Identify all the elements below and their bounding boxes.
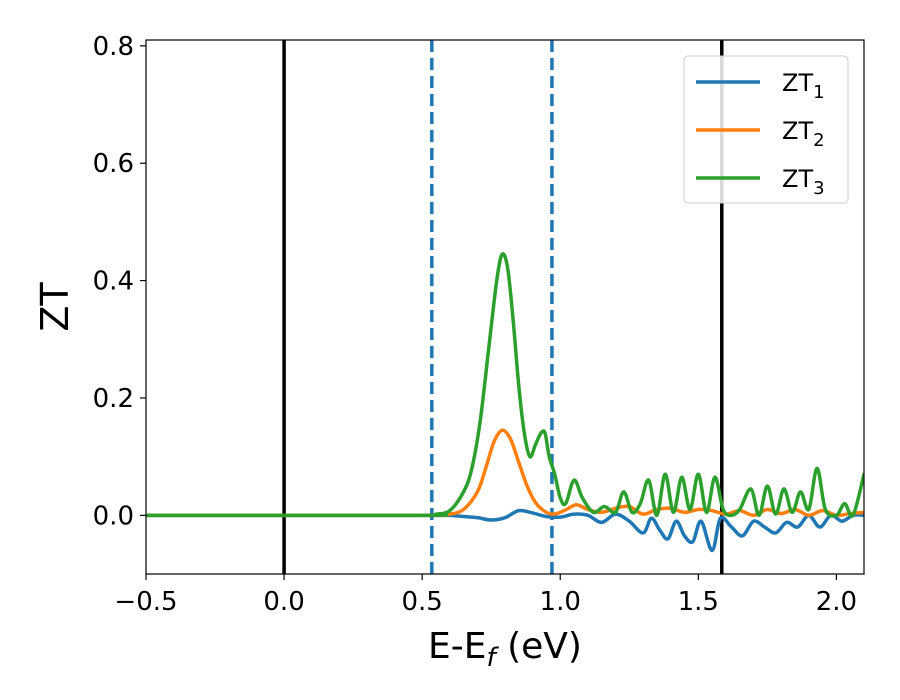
y-tick-label: 0.8 <box>93 32 134 62</box>
x-axis-title-main: E-E <box>428 626 486 667</box>
x-tick-label: 0.5 <box>401 587 442 617</box>
x-tick-label: −0.5 <box>114 587 177 617</box>
y-tick-label: 0.4 <box>93 267 134 297</box>
y-tick-label: 0.2 <box>93 384 134 414</box>
x-tick-label: 1.5 <box>678 587 719 617</box>
legend-label-zt2: ZT2 <box>782 117 825 151</box>
y-axis-title: ZT <box>33 282 77 332</box>
series-line-zt3 <box>146 252 864 518</box>
series-line-zt1 <box>146 508 864 553</box>
plot-frame <box>145 39 865 575</box>
x-axis-title: E-Ef (eV) <box>428 626 582 673</box>
legend-label-zt3: ZT3 <box>782 165 825 199</box>
x-tick-label: 1.0 <box>540 587 581 617</box>
y-tick-label: 0.6 <box>93 149 134 179</box>
x-axis-title-unit: (eV) <box>496 626 582 667</box>
x-tick-label: 2.0 <box>816 587 857 617</box>
legend-label-zt1: ZT1 <box>782 69 825 103</box>
x-tick-label: 0.0 <box>263 587 304 617</box>
y-tick-label: 0.0 <box>93 501 134 531</box>
legend-box <box>683 55 849 204</box>
legend: ZT1 ZT2 ZT3 <box>683 55 849 204</box>
